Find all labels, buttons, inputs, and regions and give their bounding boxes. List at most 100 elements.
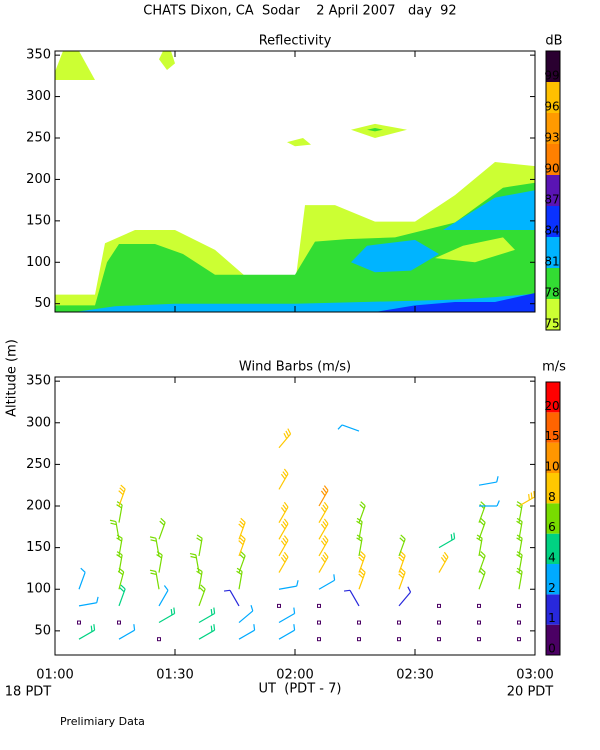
colorbar-label: 0 bbox=[548, 642, 556, 656]
barb-tick bbox=[170, 609, 173, 616]
barb-tick bbox=[109, 519, 117, 523]
barb-tick bbox=[516, 570, 522, 575]
barb-tick bbox=[296, 580, 299, 587]
x-axis-label: UT (PDT - 7) bbox=[259, 682, 342, 697]
barb-tick bbox=[283, 501, 289, 508]
wind-barb bbox=[397, 637, 401, 642]
contour-region bbox=[159, 51, 175, 71]
colorbar-frame bbox=[545, 381, 561, 656]
x-end-label: 20 PDT bbox=[507, 685, 554, 700]
barb-tick bbox=[496, 500, 500, 507]
barb-tick bbox=[516, 504, 522, 509]
wind-barb bbox=[318, 551, 329, 573]
barb-tick bbox=[323, 551, 329, 558]
wind-barb bbox=[318, 535, 329, 557]
wind-barb bbox=[357, 620, 361, 625]
barb-tick bbox=[440, 557, 446, 563]
wind-barb bbox=[317, 637, 321, 642]
barb-tick bbox=[323, 518, 329, 525]
wind-barb bbox=[278, 501, 289, 523]
x-start-label: 18 PDT bbox=[5, 685, 52, 700]
colorbar-label: 90 bbox=[544, 162, 559, 176]
barb-tick bbox=[450, 534, 453, 541]
barb-tick bbox=[285, 430, 290, 437]
barb-tick bbox=[150, 539, 157, 542]
colorbar-band bbox=[546, 442, 560, 473]
wind-barb bbox=[238, 517, 246, 540]
colorbar-band bbox=[546, 237, 560, 268]
wind-barb bbox=[109, 519, 120, 540]
barb-tick bbox=[156, 554, 162, 559]
colorbar-label: 93 bbox=[544, 131, 559, 145]
barb-tick bbox=[173, 607, 176, 614]
colorbar-label: 6 bbox=[548, 520, 556, 534]
barb-tick bbox=[399, 537, 405, 543]
barb-tick bbox=[516, 554, 522, 559]
barb-tick bbox=[150, 572, 157, 576]
colorbar-band bbox=[546, 624, 560, 655]
barb-tick bbox=[360, 567, 366, 573]
wind-barb bbox=[277, 603, 281, 608]
y-tick-label: 200 bbox=[26, 172, 51, 187]
wind-barb bbox=[398, 534, 406, 557]
barb-tick bbox=[400, 567, 406, 573]
barb-tick bbox=[213, 607, 216, 614]
wind-barb bbox=[198, 607, 216, 624]
colorbar-band bbox=[546, 503, 560, 534]
barb-tick bbox=[280, 507, 286, 513]
barb-tick bbox=[398, 556, 404, 562]
colorbar-band bbox=[546, 412, 560, 443]
colorbar-band bbox=[546, 82, 560, 113]
barb-tick bbox=[358, 573, 364, 579]
barb-tick bbox=[480, 567, 486, 573]
wind-barb bbox=[478, 476, 499, 486]
wind-barb bbox=[437, 620, 441, 625]
wind-barb bbox=[318, 518, 329, 540]
barb-tick bbox=[240, 517, 246, 523]
calm-marker bbox=[357, 637, 361, 642]
barb-staff bbox=[398, 538, 406, 557]
colorbar-label: 8 bbox=[548, 490, 556, 504]
calm-marker bbox=[317, 637, 321, 642]
barb-tick bbox=[239, 520, 245, 526]
barb-tick bbox=[398, 573, 404, 579]
barb-staff bbox=[229, 590, 240, 607]
wind-barb bbox=[357, 637, 361, 642]
x-tick-label: 02:30 bbox=[396, 668, 433, 683]
colorbar-band bbox=[546, 113, 560, 144]
wind-barb bbox=[478, 551, 486, 573]
wind-barb bbox=[477, 620, 481, 625]
wind-barb bbox=[518, 490, 535, 507]
barb-tick bbox=[236, 570, 242, 575]
wind-barb bbox=[238, 534, 246, 557]
barb-tick bbox=[530, 492, 533, 499]
barb-tick bbox=[400, 534, 406, 540]
colorbar-label: 15 bbox=[544, 429, 559, 443]
barb-tick bbox=[400, 551, 406, 557]
calm-marker bbox=[477, 637, 481, 642]
colorbar-title: dB bbox=[545, 34, 562, 49]
barb-tick bbox=[240, 551, 246, 557]
y-tick-label: 200 bbox=[26, 499, 51, 514]
wind-barb bbox=[278, 580, 299, 590]
calm-marker bbox=[437, 637, 441, 642]
barb-tick bbox=[323, 535, 329, 541]
barb-tick bbox=[199, 587, 205, 593]
y-tick-label: 350 bbox=[26, 374, 51, 389]
contour-region bbox=[55, 182, 535, 312]
y-tick-label: 150 bbox=[26, 213, 51, 228]
plot-area bbox=[77, 424, 535, 642]
barb-tick bbox=[283, 468, 289, 475]
barb-staff bbox=[349, 590, 360, 607]
barb-staff bbox=[78, 572, 86, 590]
contour-region bbox=[55, 51, 95, 80]
barb-tick bbox=[282, 554, 287, 560]
colorbar-band bbox=[546, 206, 560, 237]
y-tick-label: 150 bbox=[26, 540, 51, 555]
colorbar-band bbox=[546, 175, 560, 206]
colorbar-frame bbox=[545, 50, 561, 331]
footnote: Prelimiary Data bbox=[60, 715, 145, 728]
barb-tick bbox=[479, 553, 485, 559]
barb-tick bbox=[320, 490, 326, 496]
y-tick-label: 300 bbox=[26, 415, 51, 430]
